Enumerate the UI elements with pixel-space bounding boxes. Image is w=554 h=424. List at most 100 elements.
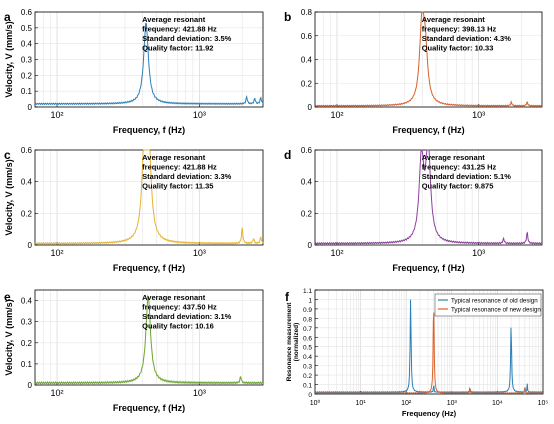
- y-tick-label: 1: [308, 297, 312, 304]
- axes-frame: [34, 289, 264, 386]
- y-tick-label: 0.4: [21, 40, 33, 49]
- y-tick-label: 0.3: [21, 56, 33, 65]
- x-axis-label: Frequency, f (Hz): [392, 263, 464, 273]
- panel-label-b: b: [284, 10, 291, 24]
- x-tick-label: 10³: [472, 110, 485, 120]
- legend-entry: Typical resonance of old design: [451, 298, 538, 305]
- panel-f: f 0 0.1 0.2 0.3 0.4 0.5 0.6 0.7 0.8 0.9 1 1.1 10⁰ 10¹ 1…: [285, 288, 548, 418]
- y-tick-label: 0.2: [303, 373, 312, 380]
- y-tick-label: 0.3: [303, 364, 312, 371]
- series-line-c: [34, 149, 264, 245]
- legend-box: [434, 293, 542, 317]
- panel-c: c 0 0.2 0.4 0.6 10² 10³ Frequency, f (Hz) Veloci…: [4, 146, 264, 273]
- annotation-line: Quality factor: 10.16: [142, 322, 214, 331]
- annotation-line: Standard deviation: 4.3%: [422, 34, 512, 43]
- annotation-line: Standard deviation: 3.1%: [142, 312, 232, 321]
- x-tick-label: 10³: [472, 248, 485, 258]
- annotation-line: frequency: 398.13 Hz: [422, 25, 497, 34]
- y-tick-label: 0.2: [21, 71, 33, 80]
- y-tick-label: 0.4: [21, 178, 33, 187]
- y-tick-label: 0.4: [303, 354, 312, 361]
- annotation-line: Average resonant: [422, 153, 486, 162]
- y-tick-label: 0.1: [21, 360, 33, 369]
- annotation-line: Standard deviation: 3.5%: [142, 34, 232, 43]
- y-tick-label: 0.7: [303, 326, 312, 333]
- series-line-a: [34, 22, 264, 106]
- y-tick-label: 1.1: [303, 288, 312, 295]
- y-tick-label: 0: [308, 241, 313, 250]
- annotation-line: Standard deviation: 5.1%: [422, 172, 512, 181]
- series-line-b: [314, 11, 543, 107]
- x-tick-label: 10⁰: [310, 399, 321, 407]
- x-tick-label: 10²: [330, 248, 343, 258]
- y-tick-label: 0.5: [21, 24, 33, 33]
- y-tick-label: 0.2: [301, 79, 313, 88]
- x-tick-label: 10²: [401, 400, 412, 407]
- y-tick-label: 0.2: [301, 209, 313, 218]
- y-tick-label: 0.6: [21, 8, 33, 17]
- y-tick-label: 0.1: [21, 87, 33, 96]
- annotation-line: frequency: 421.88 Hz: [142, 25, 217, 34]
- x-tick-label: 10³: [447, 400, 458, 407]
- y-axis-label: Velocity, V (mm/s): [4, 159, 14, 235]
- x-tick-label: 10³: [193, 248, 206, 258]
- panel-label-a: a: [4, 10, 11, 24]
- x-axis-label: Frequency, f (Hz): [392, 125, 464, 135]
- x-tick-label: 10³: [193, 110, 206, 120]
- y-tick-label: 0.4: [301, 56, 313, 65]
- y-tick-label: 0.1: [303, 383, 312, 390]
- annotation-line: Quality factor: 9.875: [422, 182, 494, 191]
- annotation-line: frequency: 437.50 Hz: [142, 303, 217, 312]
- y-tick-label: 0.8: [301, 8, 313, 17]
- series-line-d: [314, 149, 543, 245]
- series-line-f-1: [314, 312, 544, 395]
- x-tick-label: 10²: [51, 248, 64, 258]
- panel-a: a 0 0.1 0.2 0.3 0.4 0.5 0.6 10² 10³ Frequency, f (…: [4, 8, 264, 135]
- y-tick-label: 0: [308, 392, 312, 399]
- y-axis-label: Velocity, V (mm/s): [4, 299, 14, 375]
- annotation-line: frequency: 421.88 Hz: [142, 163, 217, 172]
- y-tick-label: 0.2: [21, 339, 33, 348]
- annotation-line: Quality factor: 11.35: [142, 182, 213, 191]
- annotation-line: Quality factor: 10.33: [422, 44, 494, 53]
- x-axis-label: Frequency, f (Hz): [113, 125, 185, 135]
- panel-label-f: f: [285, 290, 290, 304]
- legend-entry: Typical resonance of new design: [451, 307, 541, 314]
- annotation-line: frequency: 431.25 Hz: [422, 163, 497, 172]
- annotation-line: Standard deviation: 3.3%: [142, 172, 232, 181]
- annotation-line: Average resonant: [142, 153, 206, 162]
- y-tick-label: 0.5: [303, 345, 312, 352]
- x-axis-label: Frequency, f (Hz): [113, 403, 185, 413]
- panel-b: b 0 0.2 0.4 0.6 0.8 10² 10³ Frequency, f (Hz) Ave…: [284, 8, 543, 135]
- y-tick-label: 0.8: [303, 316, 312, 323]
- y-tick-label: 0: [308, 103, 313, 112]
- axes-frame: [314, 289, 544, 395]
- x-axis-label: Frequency, f (Hz): [113, 263, 185, 273]
- x-tick-label: 10⁵: [538, 400, 549, 407]
- y-tick-label: 0: [28, 381, 33, 390]
- y-axis-label: Velocity, V (mm/s): [4, 21, 14, 97]
- x-tick-label: 10²: [51, 388, 64, 398]
- x-tick-label: 10⁴: [492, 400, 503, 407]
- y-tick-label: 0.6: [303, 335, 312, 342]
- y-tick-label: 0.9: [303, 307, 312, 314]
- annotation-line: Average resonant: [142, 293, 206, 302]
- x-tick-label: 10³: [193, 388, 206, 398]
- y-axis-label-line: (normalized): [293, 323, 300, 362]
- y-axis-label: Resonance measurement(normalized): [286, 302, 300, 382]
- annotation-line: Average resonant: [142, 15, 206, 24]
- y-tick-label: 0.6: [301, 32, 313, 41]
- y-axis-label-line: Resonance measurement: [286, 302, 293, 382]
- x-tick-label: 10²: [330, 110, 343, 120]
- y-tick-label: 0.3: [21, 318, 33, 327]
- panel-d: d 0 0.2 0.4 0.6 10² 10³ Frequency, f (Hz) Averag…: [284, 146, 543, 273]
- y-tick-label: 0.4: [301, 178, 313, 187]
- y-tick-label: 0.6: [21, 146, 33, 155]
- panel-e: e 0 0.1 0.2 0.3 0.4 10² 10³ Frequency, f (Hz) Vel…: [4, 289, 264, 413]
- axes-frame: [34, 11, 264, 108]
- y-tick-label: 0.6: [301, 146, 313, 155]
- y-tick-label: 0.4: [21, 297, 33, 306]
- x-tick-label: 10²: [51, 110, 64, 120]
- axes-frame: [314, 11, 543, 108]
- panel-label-c: c: [4, 148, 11, 162]
